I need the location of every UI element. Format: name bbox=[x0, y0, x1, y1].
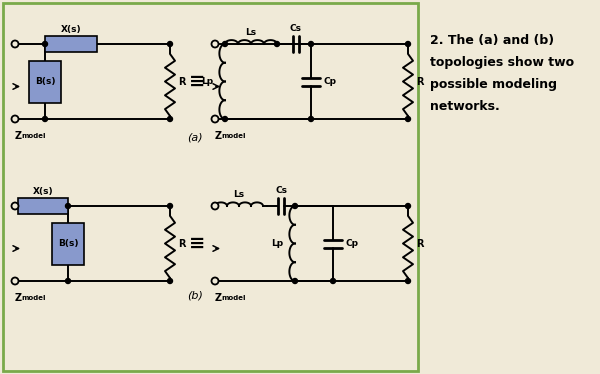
Text: possible modeling: possible modeling bbox=[430, 78, 557, 91]
Text: R: R bbox=[416, 77, 424, 86]
Circle shape bbox=[11, 116, 19, 123]
Circle shape bbox=[308, 42, 314, 46]
Circle shape bbox=[11, 40, 19, 47]
Text: Cs: Cs bbox=[275, 186, 287, 195]
Text: R: R bbox=[178, 239, 185, 248]
Text: X(s): X(s) bbox=[61, 25, 82, 34]
Circle shape bbox=[212, 278, 218, 285]
Text: Z: Z bbox=[15, 293, 22, 303]
Circle shape bbox=[167, 203, 173, 208]
Text: B(s): B(s) bbox=[35, 77, 55, 86]
Circle shape bbox=[331, 279, 335, 283]
Text: R: R bbox=[178, 77, 185, 86]
Text: Z: Z bbox=[15, 131, 22, 141]
Text: R: R bbox=[416, 239, 424, 248]
Circle shape bbox=[167, 116, 173, 122]
Text: Cp: Cp bbox=[323, 77, 336, 86]
Circle shape bbox=[65, 279, 71, 283]
Circle shape bbox=[293, 203, 298, 208]
Circle shape bbox=[11, 278, 19, 285]
Text: (b): (b) bbox=[187, 290, 203, 300]
Bar bbox=[29, 61, 61, 102]
Text: (a): (a) bbox=[187, 132, 203, 142]
Circle shape bbox=[212, 40, 218, 47]
Circle shape bbox=[293, 279, 298, 283]
Bar bbox=[45, 36, 97, 52]
Circle shape bbox=[223, 116, 227, 122]
Text: networks.: networks. bbox=[430, 100, 500, 113]
Circle shape bbox=[43, 42, 47, 46]
Circle shape bbox=[212, 202, 218, 209]
Text: Z: Z bbox=[215, 293, 222, 303]
Circle shape bbox=[65, 203, 71, 208]
Text: Ls: Ls bbox=[233, 190, 245, 199]
Circle shape bbox=[11, 202, 19, 209]
Circle shape bbox=[223, 42, 227, 46]
Circle shape bbox=[308, 116, 314, 122]
Circle shape bbox=[167, 279, 173, 283]
Circle shape bbox=[406, 279, 410, 283]
Text: X(s): X(s) bbox=[32, 187, 53, 196]
Circle shape bbox=[275, 42, 280, 46]
Text: Z: Z bbox=[215, 131, 222, 141]
Text: ≡: ≡ bbox=[189, 234, 205, 253]
Text: model: model bbox=[21, 295, 46, 301]
Circle shape bbox=[406, 116, 410, 122]
Text: Cp: Cp bbox=[345, 239, 358, 248]
Bar bbox=[52, 223, 84, 264]
Circle shape bbox=[43, 116, 47, 122]
Text: model: model bbox=[221, 295, 245, 301]
Text: ≡: ≡ bbox=[189, 72, 205, 91]
Circle shape bbox=[406, 203, 410, 208]
Circle shape bbox=[212, 116, 218, 123]
Bar bbox=[18, 198, 68, 214]
Text: topologies show two: topologies show two bbox=[430, 56, 574, 69]
Text: B(s): B(s) bbox=[58, 239, 78, 248]
Text: Lp: Lp bbox=[201, 77, 213, 86]
Text: model: model bbox=[21, 133, 46, 139]
Text: Cs: Cs bbox=[290, 24, 302, 33]
Text: model: model bbox=[221, 133, 245, 139]
Text: Lp: Lp bbox=[271, 239, 283, 248]
Text: 2. The (a) and (b): 2. The (a) and (b) bbox=[430, 34, 554, 47]
Circle shape bbox=[167, 42, 173, 46]
Circle shape bbox=[406, 42, 410, 46]
Text: Ls: Ls bbox=[245, 28, 257, 37]
Bar bbox=[3, 3, 418, 371]
